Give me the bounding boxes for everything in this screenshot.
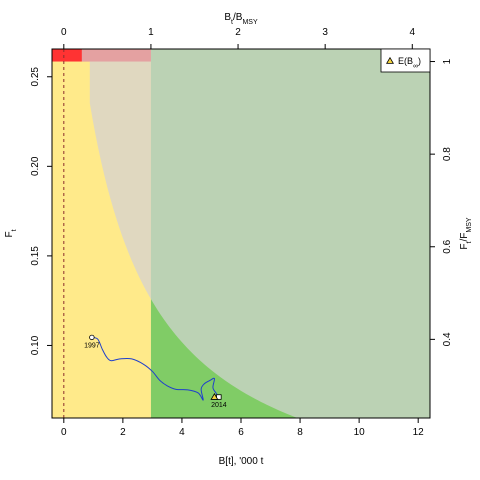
expected-biomass-marker: [210, 392, 219, 400]
top-tick-label: 4: [410, 27, 416, 38]
right-tick-label: 0.4: [442, 332, 453, 346]
y-tick-label: 0.15: [30, 246, 41, 266]
trajectory-line: [91, 336, 220, 401]
right-axis-title: Ft/FMSY: [459, 217, 473, 249]
x-tick-label: 6: [238, 427, 244, 438]
right-tick-label: 1: [442, 58, 453, 64]
top-tick-label: 1: [148, 27, 154, 38]
start-year-label: 1997: [84, 342, 100, 349]
x-tick-label: 4: [179, 427, 185, 438]
top-tick-label: 3: [322, 27, 328, 38]
y-axis-title: Ft: [4, 229, 18, 237]
x-tick-label: 0: [61, 427, 67, 438]
confidence-area-left: [89, 49, 151, 300]
x-tick-label: 8: [297, 427, 303, 438]
start-point: [89, 334, 95, 341]
right-tick-label: 0.8: [442, 147, 453, 161]
legend: E(B∞): [380, 48, 431, 73]
x-axis-title: B[t], '000 t: [219, 456, 264, 467]
y-tick-label: 0.10: [30, 335, 41, 355]
x-tick-label: 2: [120, 427, 126, 438]
plot-axes: 0 2 4 6 8 10 120.100.150.200.250 1 2 3 40.40.60.81…: [4, 12, 473, 467]
biomass-trajectory: 1997 2014: [84, 334, 227, 409]
legend-box: [380, 48, 431, 73]
overlap-zone: [81, 49, 151, 62]
y-tick-label: 0.20: [30, 156, 41, 176]
x-tick-label: 10: [354, 427, 366, 438]
legend-marker: [386, 56, 394, 64]
legend-label: E(B∞): [398, 56, 421, 70]
confidence-area-right: [150, 49, 430, 418]
x-tick-label: 12: [413, 427, 425, 438]
top-axis-title: Bt/BMSY: [224, 12, 258, 26]
right-tick-label: 0.6: [442, 239, 453, 253]
top-tick-label: 2: [235, 27, 241, 38]
end-year-label: 2014: [211, 402, 227, 409]
top-tick-label: 0: [61, 27, 67, 38]
y-tick-label: 0.25: [30, 67, 41, 87]
